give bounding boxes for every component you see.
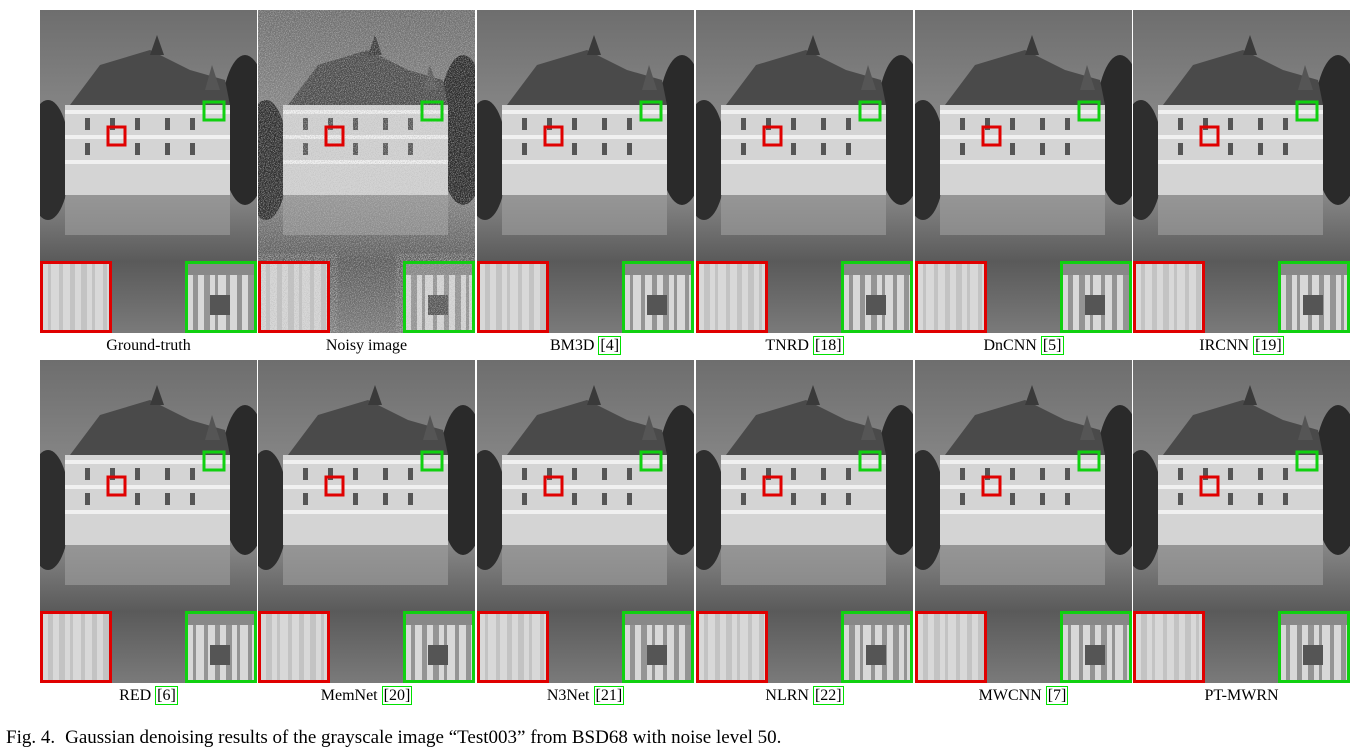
result-image xyxy=(696,10,913,333)
caption-text: Gaussian denoising results of the graysc… xyxy=(65,727,782,748)
citation[interactable]: [22] xyxy=(812,686,844,705)
method-name: DnCNN xyxy=(983,337,1037,354)
result-image xyxy=(40,10,257,333)
method-name: Ground-truth xyxy=(106,337,191,354)
panel: TNRD [18] xyxy=(696,10,913,355)
citation[interactable]: [5] xyxy=(1040,336,1064,355)
panel: BM3D [4] xyxy=(477,10,694,355)
method-name: TNRD xyxy=(765,337,809,354)
method-name: IRCNN xyxy=(1199,337,1250,354)
result-image xyxy=(915,10,1132,333)
panel: Noisy image xyxy=(258,10,475,355)
citation[interactable]: [4] xyxy=(598,336,622,355)
method-name: PT-MWRN xyxy=(1204,687,1279,704)
result-image xyxy=(477,10,694,333)
result-image xyxy=(915,360,1132,683)
panel: Ground-truth xyxy=(40,10,257,355)
citation[interactable]: [7] xyxy=(1045,686,1069,705)
method-name: MemNet xyxy=(320,687,378,704)
panel-caption: MWCNN [7] xyxy=(915,686,1132,705)
panel: IRCNN [19] xyxy=(1133,10,1350,355)
panel-caption: MemNet [20] xyxy=(258,686,475,705)
result-image xyxy=(1133,360,1350,683)
result-image xyxy=(696,360,913,683)
method-name: RED xyxy=(119,687,152,704)
method-name: N3Net xyxy=(546,687,590,704)
panel: PT-MWRN xyxy=(1133,360,1350,705)
method-name: BM3D xyxy=(549,337,595,354)
panel-caption: BM3D [4] xyxy=(477,336,694,355)
figure-caption: Fig. 4. Gaussian denoising results of the… xyxy=(6,727,781,749)
method-name: Noisy image xyxy=(325,337,408,354)
panel-caption: DnCNN [5] xyxy=(915,336,1132,355)
panel: MWCNN [7] xyxy=(915,360,1132,705)
panel-caption: Noisy image xyxy=(258,337,475,355)
citation[interactable]: [18] xyxy=(812,336,844,355)
citation[interactable]: [20] xyxy=(381,686,413,705)
panel: MemNet [20] xyxy=(258,360,475,705)
panel: DnCNN [5] xyxy=(915,10,1132,355)
panel: N3Net [21] xyxy=(477,360,694,705)
citation[interactable]: [6] xyxy=(155,686,178,705)
panel-caption: Ground-truth xyxy=(40,337,257,355)
panel-caption: NLRN [22] xyxy=(696,686,913,705)
result-image xyxy=(40,360,257,683)
citation[interactable]: [19] xyxy=(1253,336,1284,355)
result-image xyxy=(1133,10,1350,333)
result-image xyxy=(477,360,694,683)
method-name: MWCNN xyxy=(978,687,1042,704)
panel-caption: IRCNN [19] xyxy=(1133,336,1350,355)
panel-caption: TNRD [18] xyxy=(696,336,913,355)
panel-caption: N3Net [21] xyxy=(477,686,694,705)
panel: RED [6] xyxy=(40,360,257,705)
result-image xyxy=(258,360,475,683)
panel: NLRN [22] xyxy=(696,360,913,705)
result-image xyxy=(258,10,475,333)
panel-caption: RED [6] xyxy=(40,686,257,705)
citation[interactable]: [21] xyxy=(593,686,625,705)
method-name: NLRN xyxy=(765,687,809,704)
panel-caption: PT-MWRN xyxy=(1133,687,1350,705)
caption-label: Fig. 4. xyxy=(6,727,56,748)
